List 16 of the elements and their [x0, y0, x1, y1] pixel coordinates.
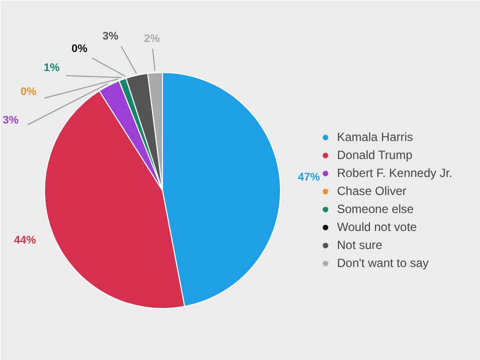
- legend-label: Chase Oliver: [337, 184, 406, 198]
- legend-label: Don't want to say: [337, 256, 429, 270]
- text: 0%: [71, 43, 88, 56]
- legend-label: Robert F. Kennedy Jr.: [337, 166, 452, 180]
- data-label: 47%: [298, 172, 320, 184]
- legend-label: Kamala Harris: [337, 130, 414, 144]
- data-label: 3%: [2, 114, 19, 126]
- data-label: 1%: [44, 62, 60, 74]
- legend-label: Someone else: [337, 202, 414, 216]
- data-label: 3%: [102, 30, 119, 43]
- legend-label: Donald Trump: [337, 148, 412, 162]
- legend-label: Not sure: [337, 238, 382, 252]
- legend-label: Would not vote: [337, 220, 417, 234]
- text: 0%: [20, 86, 36, 98]
- data-label: 2%: [144, 32, 160, 45]
- data-label: 44%: [14, 234, 36, 247]
